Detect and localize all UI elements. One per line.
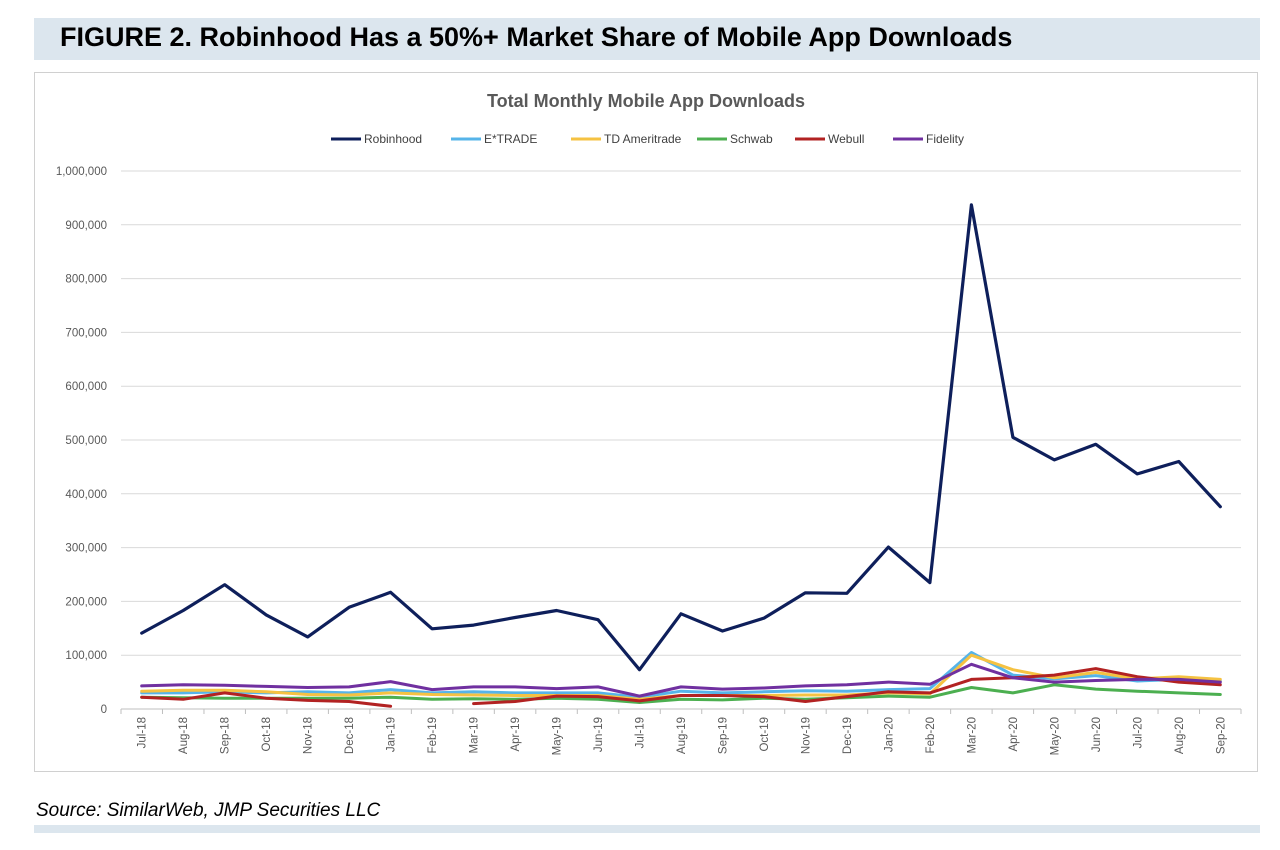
y-tick-label: 900,000	[65, 220, 107, 232]
legend-label: Robinhood	[364, 132, 422, 146]
legend-label: TD Ameritrade	[604, 132, 682, 146]
x-tick-label: Nov-19	[800, 717, 812, 754]
series-line-fidelity	[140, 662, 1222, 698]
x-tick-label: Dec-19	[842, 717, 854, 754]
x-tick-label: Jun-20	[1091, 717, 1103, 752]
chart-series	[140, 203, 1222, 708]
x-tick-label: Aug-20	[1174, 717, 1186, 754]
x-tick-label: Sep-19	[717, 717, 729, 754]
y-tick-label: 700,000	[65, 327, 107, 339]
y-tick-label: 400,000	[65, 489, 107, 501]
y-tick-label: 0	[101, 704, 107, 716]
x-tick-label: Mar-20	[966, 717, 978, 753]
x-axis: Jul-18 Aug-18 Sep-18 Oct-18 Nov-18 Dec-18 Jan-…	[120, 709, 1242, 755]
y-tick-label: 200,000	[65, 596, 107, 608]
chart-gridlines	[121, 170, 1241, 710]
chart-frame: Total Monthly Mobile App Downloads Robin…	[34, 72, 1258, 772]
line-chart: Total Monthly Mobile App Downloads Robin…	[56, 91, 1242, 755]
y-tick-label: 500,000	[65, 435, 107, 447]
legend-label: Schwab	[730, 132, 773, 146]
y-tick-label: 800,000	[65, 274, 107, 286]
y-tick-label: 100,000	[65, 650, 107, 662]
x-tick-label: Feb-19	[427, 717, 439, 753]
legend-label: E*TRADE	[484, 132, 537, 146]
y-axis: 0 100,000 200,000 300,000 400,000 500,000 600,…	[56, 166, 107, 716]
series-line-schwab	[140, 683, 1222, 704]
x-tick-label: Apr-20	[1008, 717, 1020, 752]
footer-band	[34, 825, 1260, 833]
chart-legend: Robinhood E*TRADE TD Ameritrade Schwab Webul…	[331, 132, 964, 146]
legend-label: Fidelity	[926, 132, 964, 146]
x-tick-label: Oct-19	[759, 717, 771, 752]
source-note: Source: SimilarWeb, JMP Securities LLC	[36, 800, 381, 821]
x-tick-label: Sep-18	[220, 717, 232, 754]
x-tick-label: Jan-20	[883, 717, 895, 752]
chart-title: Total Monthly Mobile App Downloads	[487, 91, 805, 111]
series-line-robinhood	[140, 203, 1222, 672]
x-tick-label: Feb-20	[925, 717, 937, 753]
legend-label: Webull	[828, 132, 864, 146]
x-tick-label: Sep-20	[1215, 717, 1227, 754]
figure-title: FIGURE 2. Robinhood Has a 50%+ Market Sh…	[60, 22, 1013, 52]
x-tick-label: Oct-18	[261, 717, 273, 752]
x-tick-label: Apr-19	[510, 717, 522, 752]
x-tick-label: Jul-20	[1132, 717, 1144, 748]
x-tick-label: Jul-18	[137, 717, 149, 748]
x-tick-label: Mar-19	[469, 717, 481, 753]
x-tick-label: May-19	[552, 717, 564, 755]
y-tick-label: 600,000	[65, 381, 107, 393]
y-tick-label: 300,000	[65, 543, 107, 555]
x-tick-label: Nov-18	[303, 717, 315, 754]
x-tick-label: Dec-18	[344, 717, 356, 754]
x-tick-label: Jun-19	[593, 717, 605, 752]
x-tick-label: Jan-19	[386, 717, 398, 752]
series-line-webull	[140, 667, 1222, 708]
y-tick-label: 1,000,000	[56, 166, 107, 178]
x-tick-label: Aug-18	[178, 717, 190, 754]
series-line-e-trade	[140, 651, 1222, 699]
x-tick-label: Jul-19	[635, 717, 647, 748]
x-tick-label: Aug-19	[676, 717, 688, 754]
title-band	[34, 18, 1260, 60]
x-tick-label: May-20	[1049, 717, 1061, 755]
